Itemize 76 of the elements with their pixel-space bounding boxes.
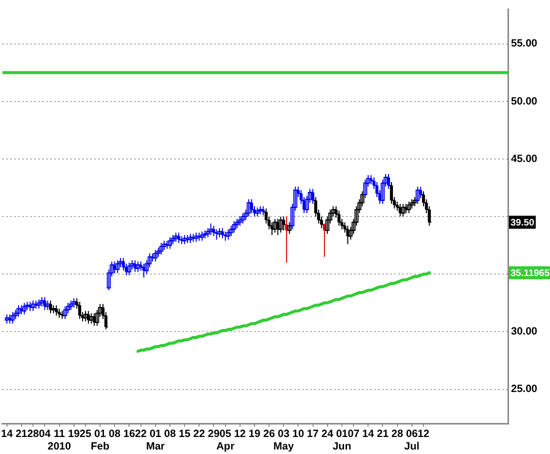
x-tick-label: 08: [164, 428, 176, 440]
x-tick-label: 19: [248, 428, 260, 440]
candlestick: [31, 300, 36, 312]
x-tick-label: 17: [306, 428, 319, 440]
candlestick: [206, 228, 210, 238]
candlestick: [401, 203, 406, 218]
x-tick-label: 21: [376, 428, 389, 440]
x-tick-label: 14: [362, 428, 374, 440]
x-tick-label: 16: [123, 428, 136, 440]
x-tick-label: 12: [234, 428, 246, 440]
candlestick: [410, 198, 414, 209]
candlestick: [16, 304, 20, 318]
candlestick: [46, 300, 50, 310]
x-tick-label: 26: [263, 428, 276, 440]
candlestick: [162, 240, 166, 250]
x-tick-label: 15: [178, 428, 191, 440]
y-tick-label: 25.00: [511, 383, 538, 396]
candlestick: [159, 242, 164, 256]
candlestick: [235, 218, 240, 229]
candlestick: [406, 201, 411, 214]
candlestick: [229, 225, 234, 237]
x-tick-label: 29: [208, 428, 220, 440]
candlestick: [156, 247, 160, 258]
y-tick-label: 45.00: [511, 152, 538, 165]
x-tick-label: 01 Feb: [90, 428, 110, 453]
candlestick: [68, 300, 73, 310]
candlestick: [170, 234, 175, 245]
candlestick: [116, 260, 120, 274]
x-tick-label: 01 Mar: [146, 428, 165, 453]
candlestick: [40, 296, 44, 307]
x-tick-label: 12: [418, 428, 430, 440]
candlestick: [255, 206, 260, 218]
candlestick: [168, 236, 172, 250]
x-tick-label: 19: [68, 428, 80, 440]
x-tick-label: 10: [292, 428, 304, 440]
candlestick: [22, 302, 26, 315]
y-tick-label: 50.00: [511, 95, 538, 108]
x-tick-label: 08: [108, 428, 121, 440]
x-tick-label: 22: [135, 428, 147, 440]
x-tick-label: 14: [0, 428, 13, 440]
candlestick: [174, 232, 178, 242]
candlestick: [200, 231, 204, 242]
candlestick: [84, 310, 88, 322]
candlestick: [246, 198, 251, 218]
candlestick: [287, 222, 292, 234]
candlestick: [89, 312, 94, 324]
candlestick: [218, 228, 222, 238]
candlestick: [136, 260, 140, 272]
candlestick: [416, 186, 420, 204]
candlestick: [127, 262, 132, 276]
y-tick-label: 55.00: [511, 38, 538, 50]
candlestick: [36, 298, 41, 310]
candlestick: [226, 228, 230, 240]
x-tick-label: 25: [80, 428, 92, 440]
candlestick: [153, 249, 158, 262]
candlestick: [232, 220, 236, 234]
x-tick-label: 22: [193, 428, 206, 440]
x-tick-label: 21: [16, 428, 28, 440]
x-tick-label: 07: [348, 428, 360, 440]
candlestick: [363, 179, 368, 199]
candlestick: [182, 234, 187, 245]
candlestick: [412, 196, 417, 207]
candlestick: [14, 309, 18, 320]
candlestick: [240, 212, 245, 224]
text: 35.11965: [510, 268, 550, 279]
candlestick: [208, 222, 213, 236]
candlestick: [238, 216, 242, 226]
text: 39.50: [510, 217, 534, 228]
x-tick-label: 24: [322, 428, 334, 440]
candlestick: [63, 306, 68, 320]
y-tick-label: 30.00: [511, 326, 538, 338]
x-tick-label: 04: [38, 428, 51, 440]
x-tick-label: 28: [27, 428, 40, 440]
x-tick-label: 03 May: [273, 428, 294, 453]
x-tick-label: 28: [391, 428, 404, 440]
candlestick: [72, 298, 76, 308]
